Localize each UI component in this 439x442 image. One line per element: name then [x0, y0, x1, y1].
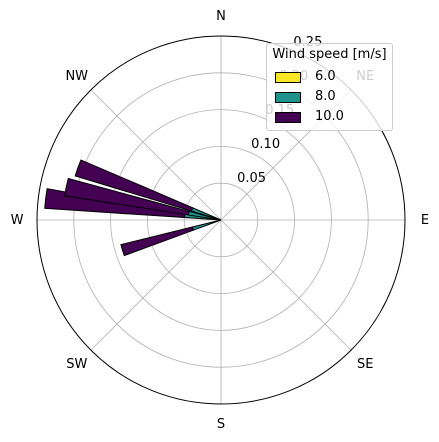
bar-290-speed-10.0 [74, 159, 194, 212]
radial-tick-label-0: 0.05 [237, 171, 266, 186]
direction-label-s: S [217, 417, 225, 432]
radial-tick-label-1: 0.10 [251, 137, 280, 152]
angular-gridline-sw [90, 219, 222, 351]
direction-label-sw: SW [66, 357, 87, 372]
bar-253-speed-8.0 [191, 219, 222, 231]
bar-282-speed-10.0 [64, 177, 190, 216]
angular-gridline-nw [90, 89, 222, 221]
wind-bars [44, 159, 222, 257]
direction-label-n: N [216, 9, 226, 24]
legend-swatch-8 [275, 92, 301, 103]
direction-label-nw: NW [65, 69, 88, 84]
legend-label-10: 10.0 [315, 109, 344, 124]
direction-label-w: W [11, 213, 24, 228]
direction-label-e: E [421, 213, 429, 228]
legend-swatch-6 [275, 72, 301, 83]
legend-label-8: 8.0 [315, 89, 336, 104]
legend: Wind speed [m/s] 6.0 8.0 10.0 [266, 43, 393, 131]
bar-253-speed-10.0 [120, 226, 195, 257]
polar-grid [37, 36, 405, 404]
polar-outer-ring [36, 35, 406, 405]
angular-gridline-se [220, 219, 352, 351]
legend-label-6: 6.0 [315, 69, 336, 84]
legend-swatch-10 [275, 112, 301, 123]
direction-label-se: SE [357, 357, 373, 372]
legend-title: Wind speed [m/s] [272, 47, 387, 62]
